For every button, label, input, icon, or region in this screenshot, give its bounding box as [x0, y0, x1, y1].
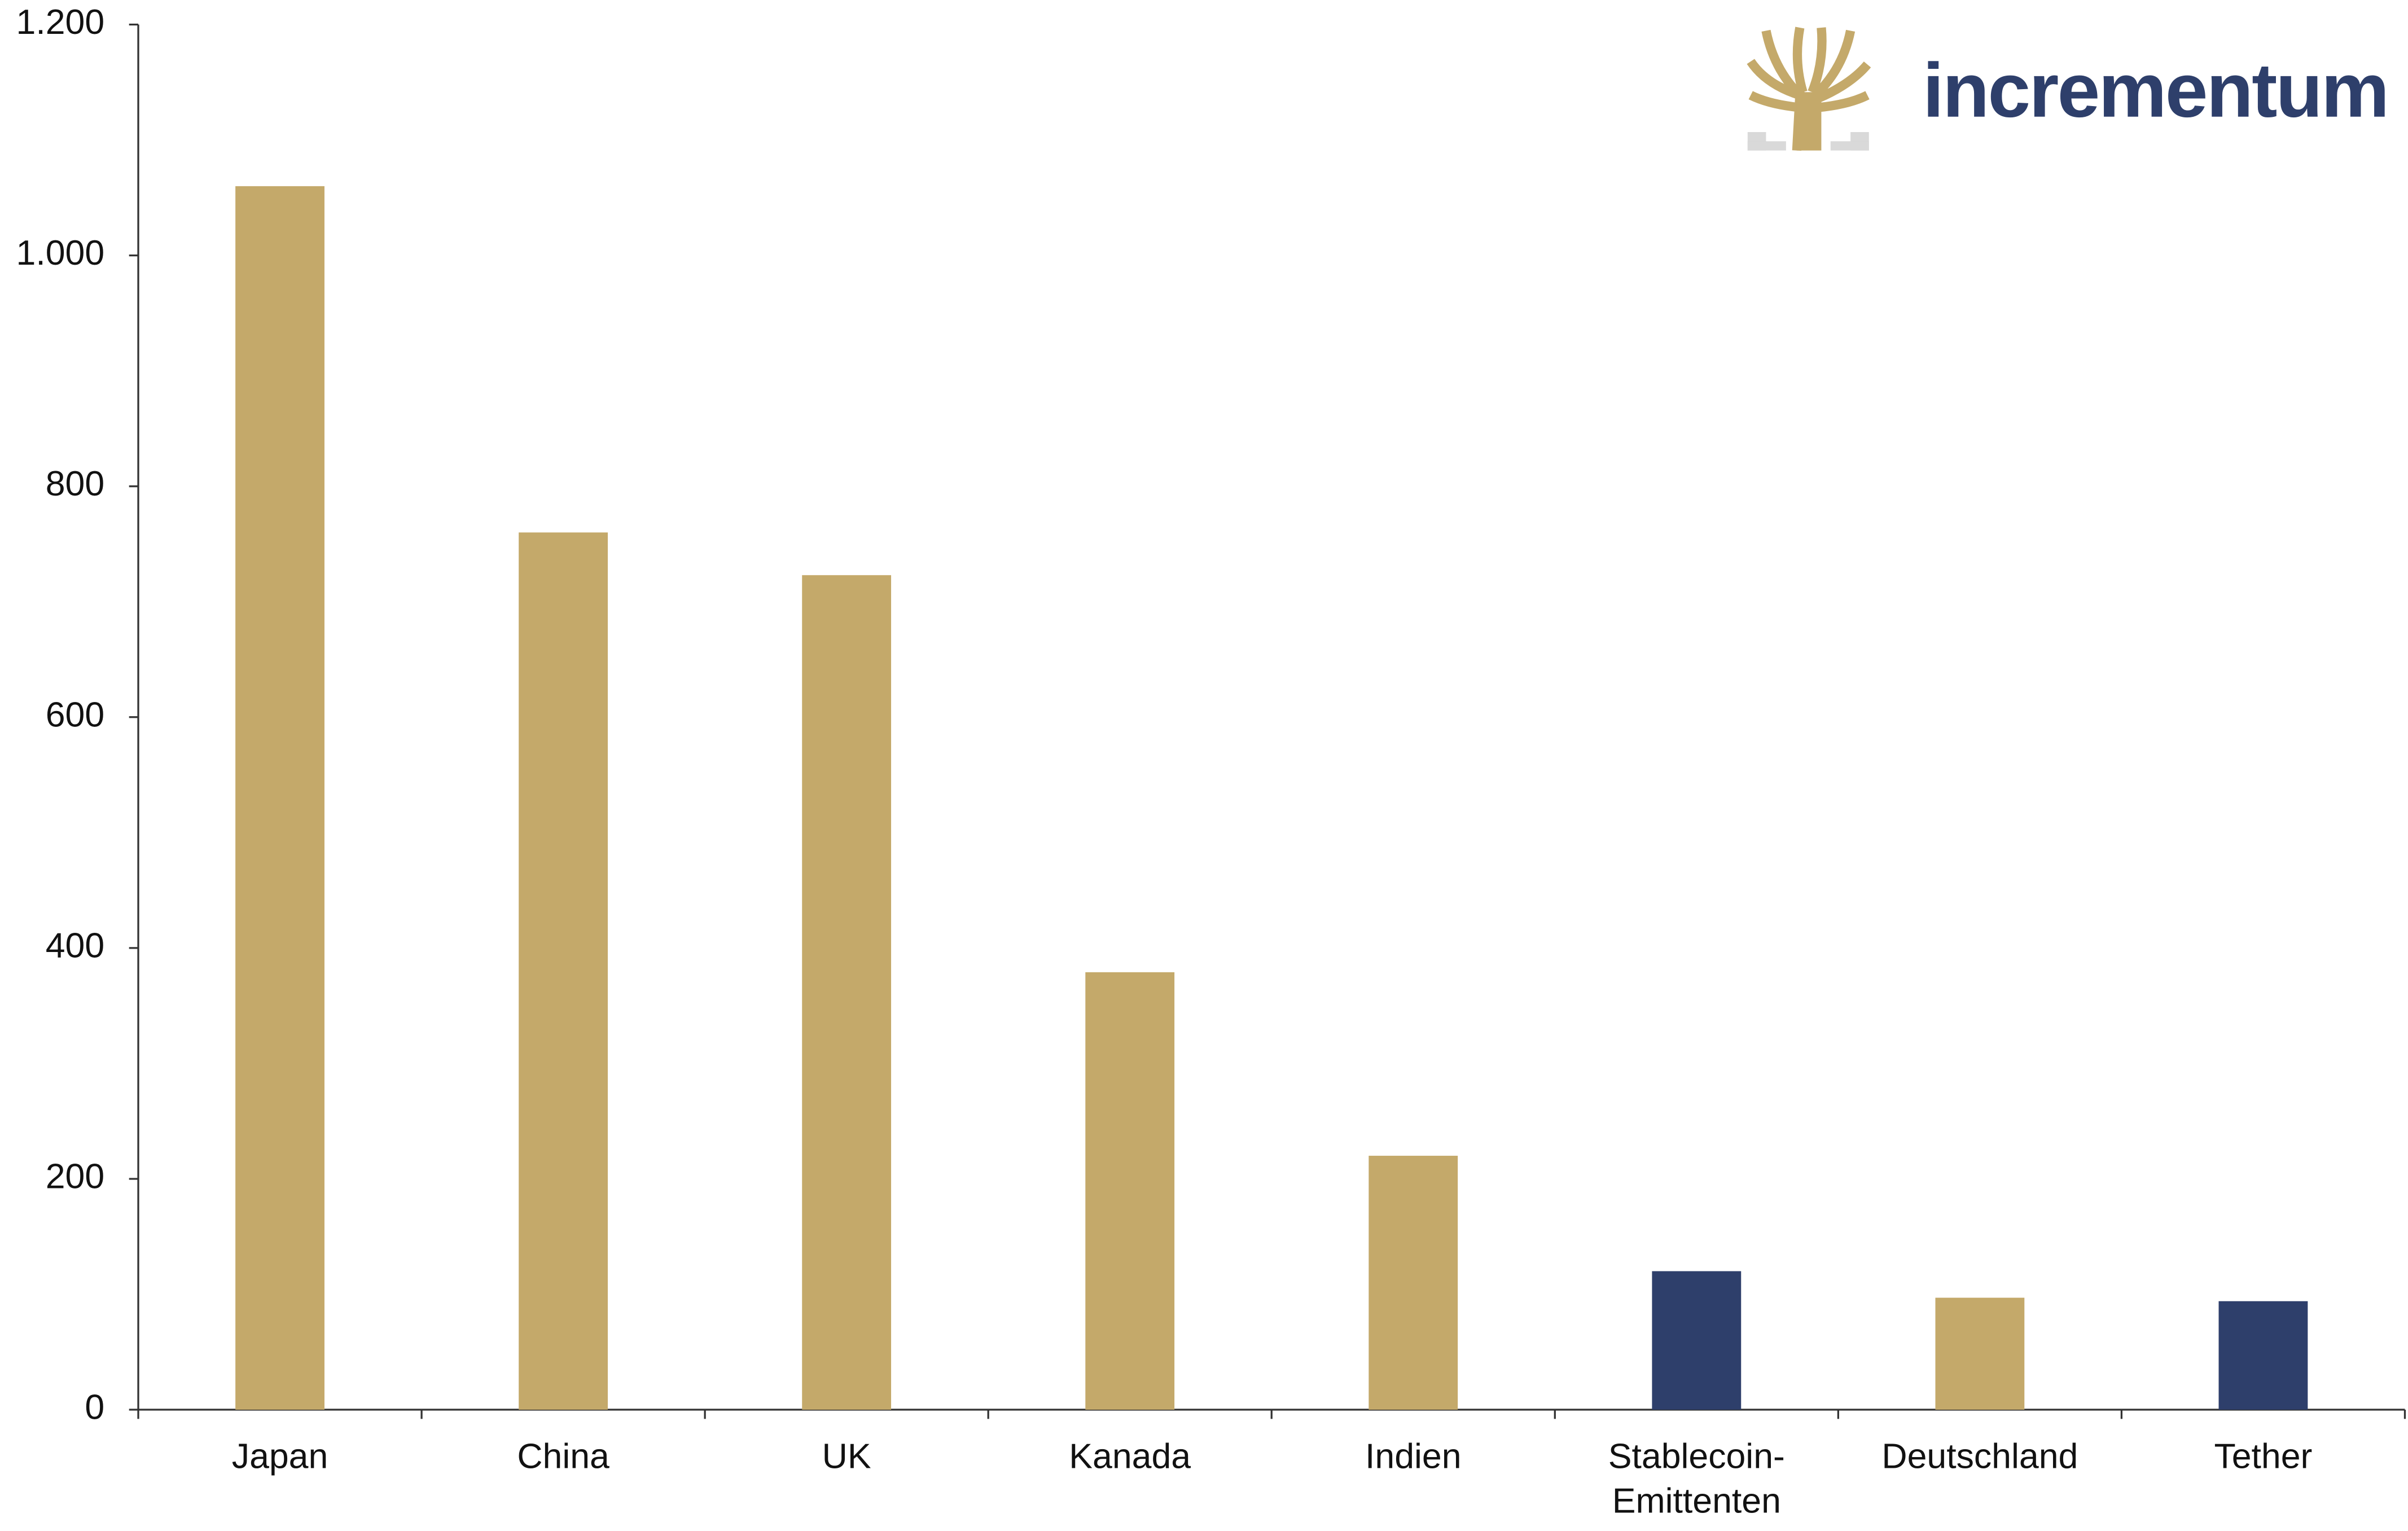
x-tick-label: Kanada: [1069, 1436, 1191, 1476]
logo-trunk: [1796, 92, 1822, 151]
x-tick-label: UK: [822, 1436, 871, 1476]
logo-text: incrementum: [1923, 47, 2388, 133]
bar: [235, 186, 324, 1410]
y-tick-label: 1.200: [16, 2, 105, 42]
x-tick-label: Tether: [2214, 1436, 2312, 1476]
x-tick-label: Indien: [1365, 1436, 1462, 1476]
bar: [519, 532, 608, 1410]
y-tick-label: 200: [46, 1156, 104, 1196]
y-tick-label: 1.000: [16, 233, 105, 273]
x-tick-label: Stablecoin- Emittenten: [1608, 1436, 1785, 1520]
bar: [802, 575, 892, 1410]
x-tick-label: Deutschland: [1881, 1436, 2078, 1476]
bar: [1652, 1271, 1742, 1410]
bar: [2218, 1301, 2308, 1410]
logo-tree: [1747, 27, 1871, 151]
bar: [1369, 1156, 1458, 1410]
x-tick-label: Japan: [232, 1436, 328, 1476]
x-tick-label-line: Emittenten: [1612, 1481, 1781, 1520]
logo: incrementum: [1747, 27, 2389, 151]
y-tick-label: 0: [85, 1388, 104, 1427]
bar: [1935, 1297, 2025, 1410]
x-tick-label-line: Stablecoin-: [1608, 1436, 1785, 1476]
bar: [1085, 972, 1175, 1410]
y-tick-label: 400: [46, 925, 104, 965]
logo-frame: [1830, 141, 1869, 151]
y-tick-label: 600: [46, 695, 104, 734]
logo-frame: [1747, 141, 1786, 151]
x-tick-label: China: [517, 1436, 609, 1476]
y-tick-label: 800: [46, 464, 104, 503]
